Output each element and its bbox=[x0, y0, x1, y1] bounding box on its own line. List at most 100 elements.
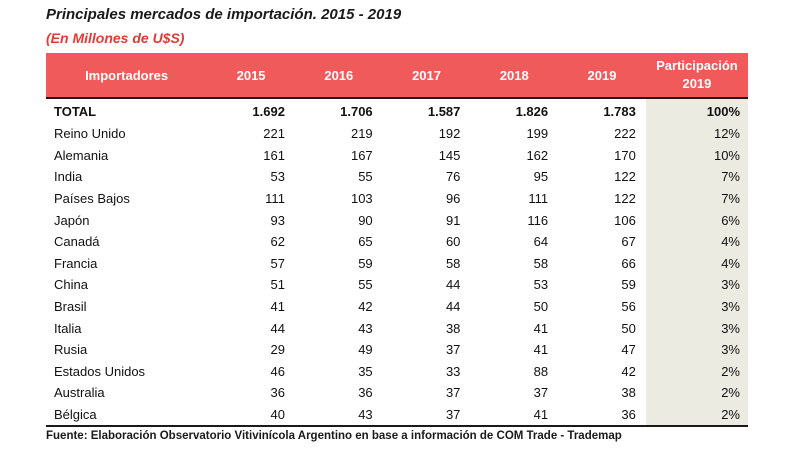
table-row: Brasil 41 42 44 50 56 3% bbox=[46, 295, 748, 318]
value-2018: 37 bbox=[533, 385, 549, 401]
header-share-label: Participación bbox=[656, 58, 738, 73]
table-row: India 53 55 76 95 122 7% bbox=[46, 166, 748, 188]
value-2019: 1.783 bbox=[603, 103, 636, 119]
header-share-year: 2019 bbox=[682, 76, 712, 91]
value-2019: 59 bbox=[621, 277, 636, 293]
value-2015: 41 bbox=[270, 299, 285, 315]
value-2017: 96 bbox=[445, 191, 461, 207]
importer-name: TOTAL bbox=[54, 103, 97, 119]
value-2019: 42 bbox=[621, 363, 636, 379]
share-2019: 2% bbox=[645, 360, 748, 383]
value-2015: 44 bbox=[270, 320, 285, 336]
table-row: Francia 57 59 58 58 66 4% bbox=[46, 252, 748, 275]
value-2017: 60 bbox=[445, 234, 461, 250]
value-2019: 56 bbox=[621, 299, 636, 315]
importer-name: Bélgica bbox=[46, 403, 208, 428]
value-2015: 51 bbox=[270, 277, 285, 293]
value-2019: 38 bbox=[621, 385, 636, 401]
value-2015: 1.692 bbox=[252, 103, 285, 119]
share-2019: 2% bbox=[645, 403, 748, 428]
share-2019: 7% bbox=[645, 187, 748, 210]
header-2015: 2015 bbox=[207, 53, 295, 99]
value-2018: 116 bbox=[527, 212, 549, 228]
value-2016: 65 bbox=[358, 234, 373, 250]
value-2015: 53 bbox=[270, 169, 285, 185]
value-2019: 50 bbox=[621, 320, 636, 336]
value-2019: 170 bbox=[614, 147, 636, 163]
share-2019: 3% bbox=[645, 295, 748, 318]
table-row: Italia 44 43 38 41 50 3% bbox=[46, 317, 748, 339]
table-row: Alemania 161 167 145 162 170 10% bbox=[46, 144, 748, 167]
value-2015: 46 bbox=[270, 363, 285, 379]
header-2019: 2019 bbox=[558, 53, 646, 99]
table-row: Australia 36 36 37 37 38 2% bbox=[46, 382, 748, 404]
value-2017: 37 bbox=[445, 385, 461, 401]
value-2017: 58 bbox=[445, 255, 461, 271]
value-2019: 36 bbox=[558, 403, 646, 428]
table-row: Canadá 62 65 60 64 67 4% bbox=[46, 230, 748, 253]
table-row: China 51 55 44 53 59 3% bbox=[46, 274, 748, 296]
value-2016: 219 bbox=[350, 126, 373, 142]
value-2018: 64 bbox=[533, 234, 549, 250]
importer-name: Reino Unido bbox=[54, 126, 126, 142]
share-2019: 7% bbox=[645, 166, 748, 188]
importer-name: Brasil bbox=[54, 299, 87, 315]
value-2019: 122 bbox=[614, 191, 636, 207]
header-importers: Importadores bbox=[46, 53, 208, 99]
value-2016: 43 bbox=[358, 320, 373, 336]
value-2018: 111 bbox=[528, 191, 549, 207]
value-2015: 221 bbox=[263, 126, 285, 142]
share-2019: 2% bbox=[645, 382, 748, 404]
value-2016: 36 bbox=[358, 385, 373, 401]
value-2018: 88 bbox=[533, 363, 549, 379]
value-2016: 35 bbox=[358, 363, 373, 379]
value-2016: 43 bbox=[294, 403, 383, 428]
importer-name: India bbox=[54, 169, 83, 185]
value-2017: 37 bbox=[382, 403, 471, 428]
value-2017: 44 bbox=[445, 299, 461, 315]
value-2016: 55 bbox=[358, 169, 373, 185]
header-2017: 2017 bbox=[382, 53, 471, 99]
value-2016: 167 bbox=[350, 147, 373, 163]
importer-name: Alemania bbox=[54, 147, 109, 163]
importer-name: Canadá bbox=[54, 234, 100, 250]
value-2018: 1.826 bbox=[515, 103, 549, 119]
table-row: Bélgica 40 43 37 41 36 2% bbox=[46, 403, 748, 428]
value-2019: 106 bbox=[614, 212, 636, 228]
importer-name: Italia bbox=[54, 320, 82, 336]
value-2018: 41 bbox=[533, 342, 549, 358]
page-title: Principales mercados de importación. 201… bbox=[46, 6, 402, 23]
importer-name: Australia bbox=[54, 385, 105, 401]
share-2019: 3% bbox=[645, 338, 748, 361]
value-2015: 29 bbox=[270, 342, 285, 358]
value-2018: 58 bbox=[533, 255, 549, 271]
importer-name: Países Bajos bbox=[54, 191, 130, 207]
table-header-row: Importadores 2015 2016 2017 2018 2019 Pa… bbox=[46, 53, 748, 99]
value-2019: 67 bbox=[621, 234, 636, 250]
importer-name: Francia bbox=[54, 255, 98, 271]
importer-name: China bbox=[54, 277, 88, 293]
value-2019: 47 bbox=[621, 342, 636, 358]
value-2018: 50 bbox=[533, 299, 549, 315]
table-row: Estados Unidos 46 35 33 88 42 2% bbox=[46, 360, 748, 383]
value-2017: 1.587 bbox=[427, 103, 461, 119]
table-row-total: TOTAL 1.692 1.706 1.587 1.826 1.783 100% bbox=[46, 98, 748, 123]
table-row: Japón 93 90 91 116 106 6% bbox=[46, 209, 748, 231]
value-2018: 162 bbox=[526, 147, 549, 163]
value-2015: 57 bbox=[270, 255, 285, 271]
header-2016: 2016 bbox=[294, 53, 383, 99]
value-2018: 41 bbox=[533, 320, 549, 336]
table-row: Rusia 29 49 37 41 47 3% bbox=[46, 338, 748, 361]
value-2018: 199 bbox=[526, 126, 549, 142]
share-2019: 3% bbox=[645, 317, 748, 339]
value-2015: 161 bbox=[263, 147, 285, 163]
share-2019: 10% bbox=[645, 144, 748, 167]
share-2019: 4% bbox=[645, 230, 748, 253]
header-share-2019: Participación 2019 bbox=[645, 53, 748, 99]
value-2019: 222 bbox=[614, 126, 636, 142]
value-2019: 66 bbox=[621, 255, 636, 271]
imports-table: Importadores 2015 2016 2017 2018 2019 Pa… bbox=[46, 53, 748, 428]
value-2017: 76 bbox=[445, 169, 461, 185]
table-row: Reino Unido 221 219 192 199 222 12% bbox=[46, 123, 748, 145]
value-2018: 95 bbox=[533, 169, 549, 185]
